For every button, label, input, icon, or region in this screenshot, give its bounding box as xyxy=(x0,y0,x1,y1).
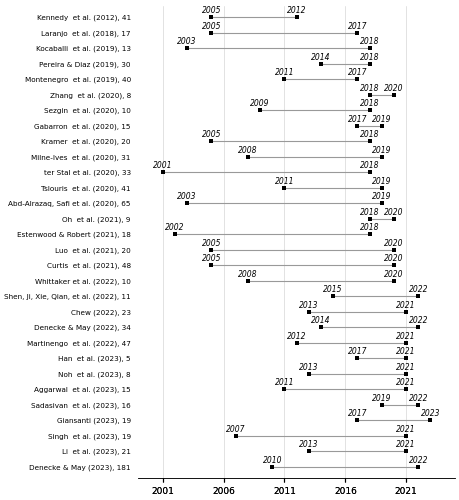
Text: 2019: 2019 xyxy=(372,114,392,124)
Text: 2009: 2009 xyxy=(250,99,270,108)
Text: 2008: 2008 xyxy=(238,270,257,279)
Text: 2018: 2018 xyxy=(360,37,380,46)
Text: 2021: 2021 xyxy=(397,378,416,388)
Text: 2021: 2021 xyxy=(397,348,416,356)
Text: 2007: 2007 xyxy=(226,425,246,434)
Text: 2021: 2021 xyxy=(397,440,416,450)
Text: 2011: 2011 xyxy=(275,176,294,186)
Text: 2017: 2017 xyxy=(348,68,367,77)
Text: 2011: 2011 xyxy=(275,68,294,77)
Text: 2008: 2008 xyxy=(238,146,257,154)
Text: 2022: 2022 xyxy=(409,394,428,403)
Text: 2018: 2018 xyxy=(360,84,380,92)
Text: 2017: 2017 xyxy=(348,410,367,418)
Text: 2011: 2011 xyxy=(275,378,294,388)
Text: 2019: 2019 xyxy=(372,146,392,154)
Text: 2019: 2019 xyxy=(372,176,392,186)
Text: 2020: 2020 xyxy=(384,254,404,264)
Text: 2012: 2012 xyxy=(287,6,306,15)
Text: 2021: 2021 xyxy=(397,363,416,372)
Text: 2018: 2018 xyxy=(360,161,380,170)
Text: 2005: 2005 xyxy=(202,6,221,15)
Text: 2020: 2020 xyxy=(384,208,404,217)
Text: 2005: 2005 xyxy=(202,239,221,248)
Text: 2002: 2002 xyxy=(165,224,185,232)
Text: 2010: 2010 xyxy=(263,456,282,465)
Text: 2019: 2019 xyxy=(372,394,392,403)
Text: 2003: 2003 xyxy=(177,37,197,46)
Text: 2015: 2015 xyxy=(324,286,343,294)
Text: 2022: 2022 xyxy=(409,286,428,294)
Text: 2019: 2019 xyxy=(372,192,392,201)
Text: 2018: 2018 xyxy=(360,224,380,232)
Text: 2022: 2022 xyxy=(409,456,428,465)
Text: 2020: 2020 xyxy=(384,270,404,279)
Text: 2013: 2013 xyxy=(299,440,319,450)
Text: 2013: 2013 xyxy=(299,363,319,372)
Text: 2003: 2003 xyxy=(177,192,197,201)
Text: 2020: 2020 xyxy=(384,239,404,248)
Text: 2001: 2001 xyxy=(153,161,173,170)
Text: 2018: 2018 xyxy=(360,52,380,62)
Text: 2017: 2017 xyxy=(348,348,367,356)
Text: 2005: 2005 xyxy=(202,22,221,30)
Text: 2018: 2018 xyxy=(360,130,380,139)
Text: 2020: 2020 xyxy=(384,84,404,92)
Text: 2022: 2022 xyxy=(409,316,428,326)
Text: 2017: 2017 xyxy=(348,22,367,30)
Text: 2021: 2021 xyxy=(397,301,416,310)
Text: 2021: 2021 xyxy=(397,332,416,341)
Text: 2018: 2018 xyxy=(360,208,380,217)
Text: 2018: 2018 xyxy=(360,99,380,108)
Text: 2012: 2012 xyxy=(287,332,306,341)
Text: 2005: 2005 xyxy=(202,254,221,264)
Text: 2014: 2014 xyxy=(311,52,331,62)
Text: 2023: 2023 xyxy=(421,410,440,418)
Text: 2017: 2017 xyxy=(348,114,367,124)
Text: 2021: 2021 xyxy=(397,425,416,434)
Text: 2014: 2014 xyxy=(311,316,331,326)
Text: 2005: 2005 xyxy=(202,130,221,139)
Text: 2013: 2013 xyxy=(299,301,319,310)
